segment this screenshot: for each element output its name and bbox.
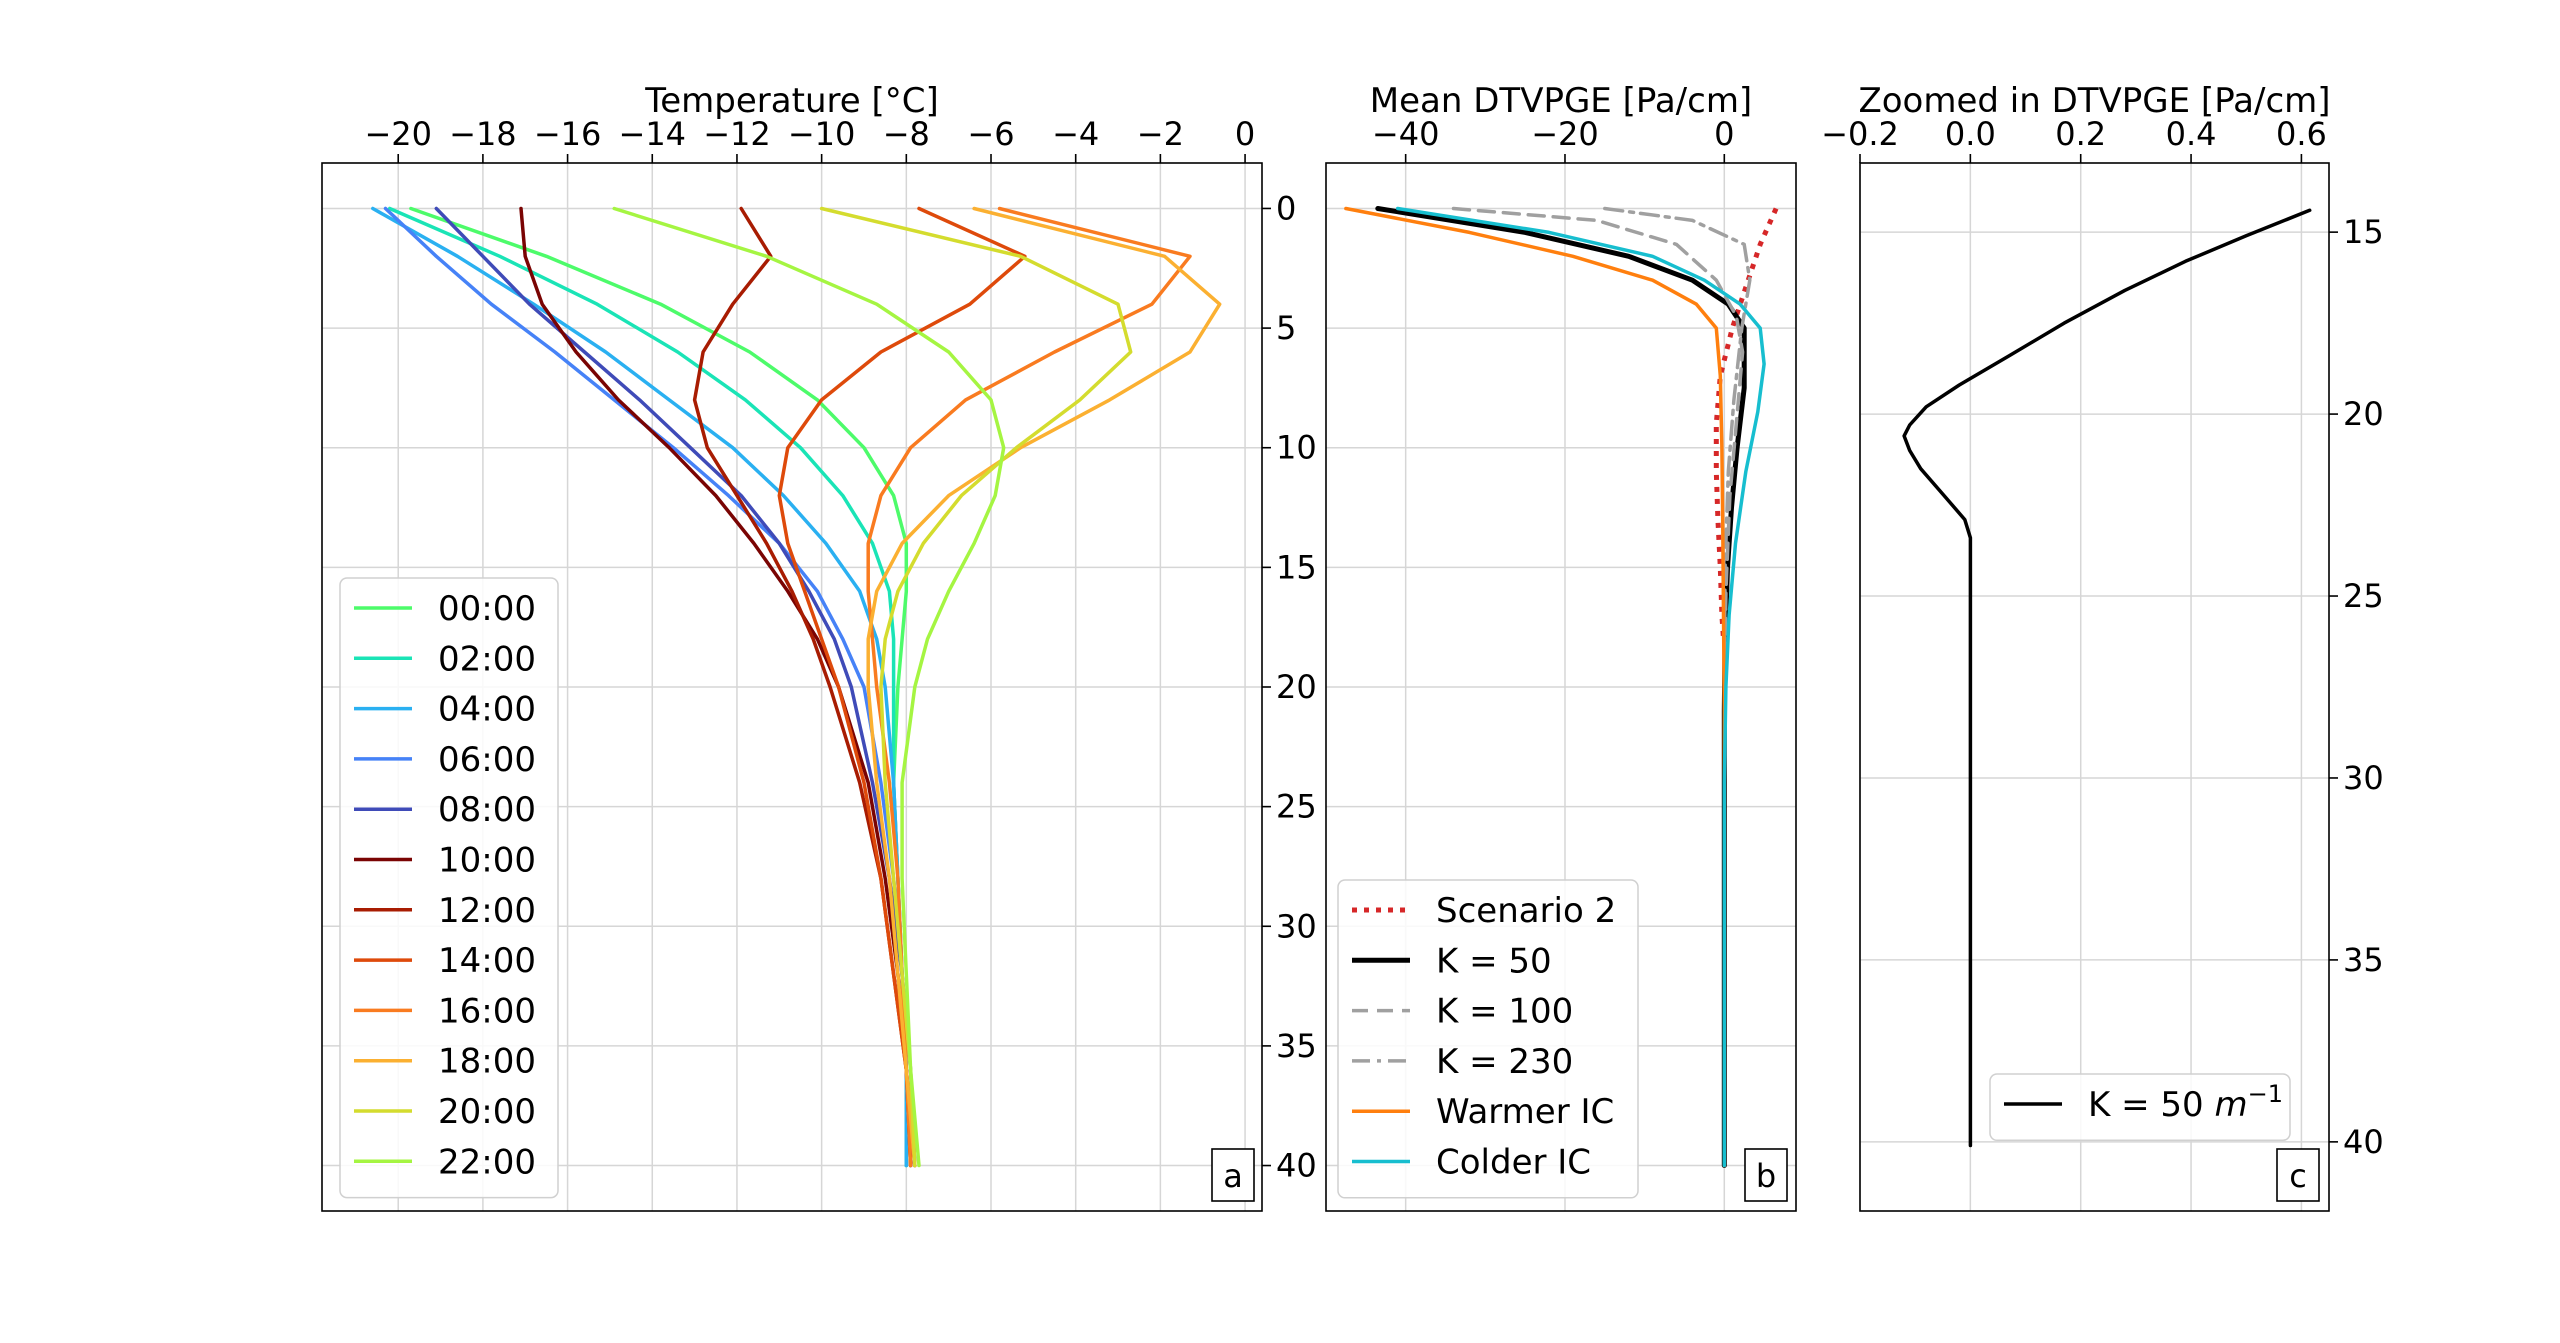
series-line-18-00 bbox=[866, 206, 1222, 1168]
legend-label: K = 100 bbox=[1436, 992, 1573, 1032]
legend-label: 14:00 bbox=[438, 941, 536, 981]
panel-a-x-ticks: −20 −18 −16 −14 −12 −10 −8 −6 −4 −2 0 bbox=[364, 115, 1255, 163]
x-tick-label: −18 bbox=[449, 115, 517, 153]
panel-c-series-lines bbox=[1902, 208, 2312, 1148]
y-tick-label: 35 bbox=[2343, 941, 2384, 979]
panel-c-zoomed-dtvpge: −0.2 0.0 0.2 0.4 0.6 15 20 25 30 35 40 Zoomed in … bbox=[1821, 81, 2384, 1212]
x-tick-label: −12 bbox=[703, 115, 771, 153]
panel-a-y-ticks: 0 5 10 15 20 25 30 35 40 bbox=[1262, 189, 1317, 1185]
series-line-warmer-ic bbox=[1344, 206, 1727, 1168]
y-tick-label: 10 bbox=[1276, 429, 1317, 467]
series-line-k-50-m-1 bbox=[1902, 208, 2312, 1148]
panel-b-legend: Scenario 2 K = 50 K = 100 K = 230 Warmer IC C… bbox=[1337, 879, 1639, 1199]
y-tick-label: 30 bbox=[1276, 907, 1317, 945]
series-line-10-00 bbox=[519, 206, 913, 1168]
x-tick-label: −0.2 bbox=[1821, 115, 1899, 153]
series-line-scenario-2 bbox=[1713, 207, 1779, 640]
y-tick-label: 0 bbox=[1276, 189, 1296, 227]
series-line-22-00 bbox=[612, 206, 1006, 1168]
legend-label: Scenario 2 bbox=[1436, 891, 1616, 931]
legend-label: K = 50 bbox=[1436, 941, 1552, 981]
legend-label: 02:00 bbox=[438, 639, 536, 679]
series-line-k-230 bbox=[1603, 206, 1752, 689]
x-tick-label: 0.2 bbox=[2055, 115, 2106, 153]
series-line-16-00 bbox=[866, 206, 1192, 1168]
y-tick-label: 20 bbox=[1276, 668, 1317, 706]
y-tick-label: 25 bbox=[2343, 577, 2384, 615]
legend-label: K = 230 bbox=[1436, 1042, 1573, 1082]
legend-label: 16:00 bbox=[438, 991, 536, 1031]
legend-label: 10:00 bbox=[438, 841, 536, 881]
x-tick-label: −6 bbox=[967, 115, 1014, 153]
series-line-colder-ic bbox=[1395, 206, 1766, 1168]
y-tick-label: 35 bbox=[1276, 1027, 1317, 1065]
letter-label: c bbox=[2289, 1157, 2307, 1195]
legend-label: K = 50 m−1 bbox=[2088, 1080, 2283, 1125]
panel-c-x-ticks: −0.2 0.0 0.2 0.4 0.6 bbox=[1821, 115, 2327, 163]
panel-a-legend: 00:00 02:00 04:00 06:00 08:00 10:00 12:00 14:00… bbox=[339, 577, 559, 1199]
x-tick-label: −8 bbox=[883, 115, 930, 153]
x-tick-label: −4 bbox=[1052, 115, 1099, 153]
y-tick-label: 40 bbox=[2343, 1123, 2384, 1161]
x-tick-label: 0.6 bbox=[2276, 115, 2327, 153]
legend-label: Warmer IC bbox=[1436, 1092, 1614, 1132]
x-tick-label: −40 bbox=[1372, 115, 1440, 153]
letter-box bbox=[1211, 1148, 1255, 1202]
legend-label: 04:00 bbox=[438, 690, 536, 730]
x-tick-label: −10 bbox=[788, 115, 856, 153]
panel-c-grid bbox=[1859, 163, 2329, 1211]
legend-label: Colder IC bbox=[1436, 1143, 1591, 1183]
panel-c-legend: K = 50 m−1 bbox=[1989, 1073, 2291, 1142]
y-tick-label: 20 bbox=[2343, 395, 2384, 433]
panel-b-series-lines bbox=[1344, 206, 1779, 1168]
series-line-20-00 bbox=[819, 206, 1133, 1168]
x-tick-label: −2 bbox=[1137, 115, 1184, 153]
series-line-14-00 bbox=[777, 206, 1027, 1168]
panel-b-x-ticks: −40 −20 0 bbox=[1372, 115, 1734, 163]
legend-label: 22:00 bbox=[438, 1142, 536, 1182]
legend-label: 06:00 bbox=[438, 740, 536, 780]
letter-box bbox=[2276, 1148, 2320, 1202]
legend-label: 20:00 bbox=[438, 1092, 536, 1132]
panel-a-x-axis-title: Temperature [°C] bbox=[644, 81, 938, 121]
panel-b-frame bbox=[1325, 162, 1797, 1212]
panel-b-x-axis-title: Mean DTVPGE [Pa/cm] bbox=[1370, 81, 1752, 121]
letter-box bbox=[1744, 1148, 1788, 1202]
x-tick-label: −16 bbox=[534, 115, 602, 153]
panel-a-temperature-profiles: −20 −18 −16 −14 −12 −10 −8 −6 −4 −2 0 051015202530… bbox=[321, 81, 1317, 1212]
panel-c-x-axis-title: Zoomed in DTVPGE [Pa/cm] bbox=[1858, 81, 2330, 121]
letter-label: a bbox=[1223, 1157, 1243, 1195]
y-tick-label: 5 bbox=[1276, 309, 1296, 347]
legend-box bbox=[1337, 879, 1639, 1199]
x-tick-label: 0.0 bbox=[1945, 115, 1996, 153]
y-tick-label: 15 bbox=[1276, 548, 1317, 586]
series-line-k-100 bbox=[1451, 206, 1745, 713]
x-tick-label: 0.4 bbox=[2166, 115, 2217, 153]
x-tick-label: −20 bbox=[1531, 115, 1599, 153]
y-tick-label: 40 bbox=[1276, 1147, 1317, 1185]
x-tick-label: −14 bbox=[619, 115, 687, 153]
legend-box bbox=[1989, 1073, 2291, 1142]
panel-a-letter-badge: a bbox=[1211, 1148, 1255, 1202]
legend-label: 00:00 bbox=[438, 589, 536, 629]
panel-b-mean-dtvpge: −40 −20 0 Mean DTVPGE [Pa/cm] Scenario 2 K … bbox=[1325, 81, 1797, 1212]
panel-c-y-ticks: 15 20 25 30 35 40 bbox=[2329, 213, 2384, 1161]
x-tick-label: 0 bbox=[1714, 115, 1734, 153]
y-tick-label: 30 bbox=[2343, 759, 2384, 797]
x-tick-label: −20 bbox=[364, 115, 432, 153]
y-tick-label: 15 bbox=[2343, 213, 2384, 251]
legend-label: 18:00 bbox=[438, 1042, 536, 1082]
panel-a-series-lines bbox=[371, 206, 1222, 1168]
x-tick-label: 0 bbox=[1235, 115, 1255, 153]
legend-box bbox=[339, 577, 559, 1199]
legend-label: 08:00 bbox=[438, 790, 536, 830]
panel-c-letter-badge: c bbox=[2276, 1148, 2320, 1202]
legend-label: 12:00 bbox=[438, 891, 536, 931]
panel-c-frame bbox=[1859, 162, 2330, 1212]
y-tick-label: 25 bbox=[1276, 788, 1317, 826]
series-line-08-00 bbox=[434, 206, 917, 1168]
panel-b-letter-badge: b bbox=[1744, 1148, 1788, 1202]
letter-label: b bbox=[1756, 1157, 1776, 1195]
